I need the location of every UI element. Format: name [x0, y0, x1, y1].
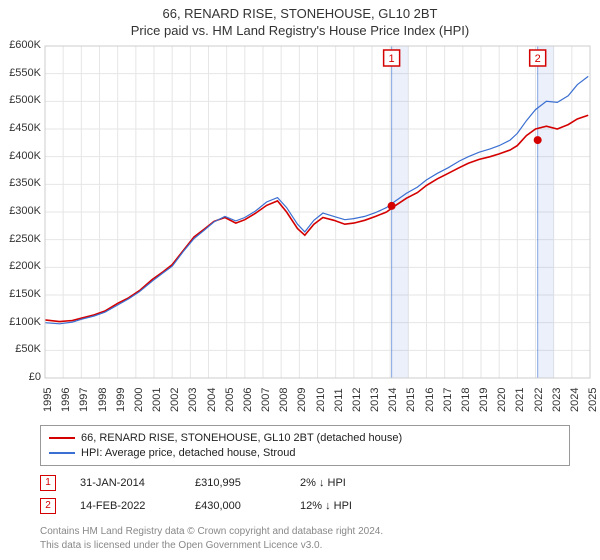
x-tick-label: 1999 [115, 388, 127, 412]
sale-price-2: £430,000 [195, 500, 300, 512]
x-tick-label: 2008 [278, 388, 290, 412]
x-tick-label: 2019 [478, 388, 490, 412]
x-tick-label: 2000 [133, 388, 145, 412]
x-tick-label: 1995 [42, 388, 54, 412]
x-tick-label: 2005 [224, 388, 236, 412]
x-tick-label: 2017 [442, 388, 454, 412]
price-chart: 12 [0, 0, 600, 405]
x-tick-label: 2021 [514, 388, 526, 412]
y-tick-label: £50K [1, 343, 41, 355]
sale-date-2: 14-FEB-2022 [80, 500, 195, 512]
x-tick-label: 2016 [424, 388, 436, 412]
sale-row-1: 1 31-JAN-2014 £310,995 2% ↓ HPI [40, 475, 580, 491]
sale-marker-1: 1 [40, 475, 56, 491]
x-tick-label: 2010 [315, 388, 327, 412]
sale-marker-2: 2 [40, 498, 56, 514]
x-tick-label: 2023 [551, 388, 563, 412]
x-tick-label: 2012 [351, 388, 363, 412]
x-tick-label: 2003 [187, 388, 199, 412]
sale-row-2: 2 14-FEB-2022 £430,000 12% ↓ HPI [40, 498, 580, 514]
x-tick-label: 2007 [260, 388, 272, 412]
x-tick-label: 2013 [369, 388, 381, 412]
sale-date-1: 31-JAN-2014 [80, 477, 195, 489]
footer-attribution: Contains HM Land Registry data © Crown c… [40, 525, 560, 552]
x-tick-label: 2001 [151, 388, 163, 412]
x-tick-label: 1996 [60, 388, 72, 412]
y-tick-label: £400K [1, 150, 41, 162]
x-tick-label: 1997 [78, 388, 90, 412]
x-tick-label: 2004 [206, 388, 218, 412]
y-tick-label: £250K [1, 233, 41, 245]
footer-line-1: Contains HM Land Registry data © Crown c… [40, 525, 560, 539]
y-tick-label: £550K [1, 67, 41, 79]
x-tick-label: 2014 [387, 388, 399, 412]
y-tick-label: £600K [1, 39, 41, 51]
y-tick-label: £300K [1, 205, 41, 217]
x-tick-label: 2025 [587, 388, 599, 412]
sale-price-1: £310,995 [195, 477, 300, 489]
x-tick-label: 2015 [405, 388, 417, 412]
y-tick-label: £200K [1, 260, 41, 272]
x-tick-label: 2024 [569, 388, 581, 412]
legend-label-2: HPI: Average price, detached house, Stro… [81, 447, 295, 459]
legend-label-1: 66, RENARD RISE, STONEHOUSE, GL10 2BT (d… [81, 432, 402, 444]
sale-delta-2: 12% ↓ HPI [300, 500, 410, 512]
y-tick-label: £150K [1, 288, 41, 300]
x-tick-label: 2020 [496, 388, 508, 412]
footer-line-2: This data is licensed under the Open Gov… [40, 539, 560, 553]
sale-delta-1: 2% ↓ HPI [300, 477, 410, 489]
x-tick-label: 1998 [97, 388, 109, 412]
svg-text:1: 1 [389, 53, 395, 65]
x-tick-label: 2002 [169, 388, 181, 412]
x-tick-label: 2018 [460, 388, 472, 412]
legend-item-2: HPI: Average price, detached house, Stro… [49, 447, 561, 459]
x-tick-label: 2011 [333, 388, 345, 412]
x-tick-label: 2006 [242, 388, 254, 412]
x-tick-label: 2009 [296, 388, 308, 412]
y-tick-label: £100K [1, 316, 41, 328]
y-tick-label: £450K [1, 122, 41, 134]
y-tick-label: £500K [1, 94, 41, 106]
legend-box: 66, RENARD RISE, STONEHOUSE, GL10 2BT (d… [40, 425, 570, 466]
legend-item-1: 66, RENARD RISE, STONEHOUSE, GL10 2BT (d… [49, 432, 561, 444]
y-tick-label: £350K [1, 177, 41, 189]
x-tick-label: 2022 [533, 388, 545, 412]
y-tick-label: £0 [1, 371, 41, 383]
svg-text:2: 2 [535, 53, 541, 65]
